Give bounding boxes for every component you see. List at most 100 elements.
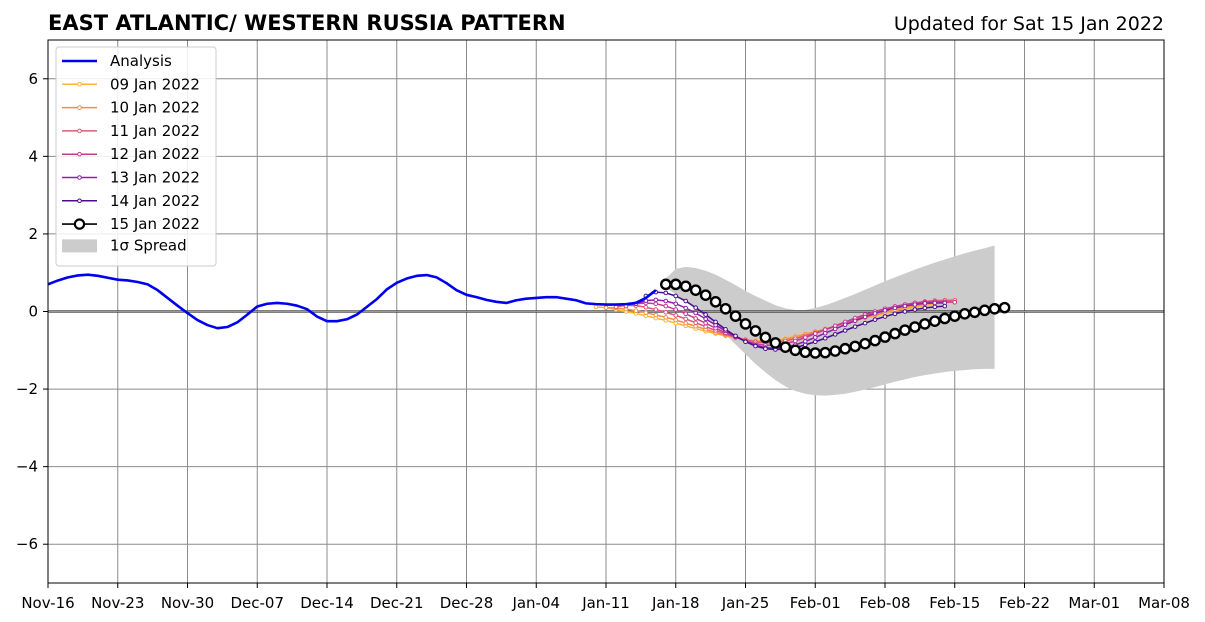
forecast-point xyxy=(812,339,818,345)
forecast-point xyxy=(673,307,679,312)
chart-subtitle: Updated for Sat 15 Jan 2022 xyxy=(894,13,1164,35)
legend-entry: 15 Jan 2022 xyxy=(62,215,200,233)
legend-marker xyxy=(77,105,82,110)
forecast-point xyxy=(872,317,878,322)
forecast-point xyxy=(812,331,818,336)
forecast-point xyxy=(663,303,669,309)
forecast-point xyxy=(882,314,888,319)
forecast-point xyxy=(793,338,798,344)
analysis-series xyxy=(47,273,657,330)
legend-marker xyxy=(73,218,86,230)
forecast-point xyxy=(832,326,838,332)
forecast-point xyxy=(889,327,901,340)
legend: Analysis 09 Jan 2022 10 Jan 2022 11 Jan 202… xyxy=(55,46,217,267)
forecast-series xyxy=(593,278,1011,359)
x-tick-label: Nov-16 xyxy=(21,594,74,612)
forecast-point xyxy=(892,311,898,317)
legend-entry: 10 Jan 2022 xyxy=(62,99,200,117)
forecast-point xyxy=(709,296,722,308)
forecast-point xyxy=(872,311,878,316)
forecast-point xyxy=(929,315,941,327)
chart-title: EAST ATLANTIC/ WESTERN RUSSIA PATTERN xyxy=(48,11,566,35)
x-tick-label: Jan-18 xyxy=(651,594,700,612)
forecast-point xyxy=(633,308,639,314)
forecast-point xyxy=(643,304,649,310)
x-axis: Nov-16 Nov-23 Nov-30 Dec-07 Dec-14 Dec-21 Dec-… xyxy=(21,583,1190,612)
x-tick-label: Feb-01 xyxy=(790,594,841,612)
y-tick-label: 6 xyxy=(28,70,38,88)
spread-area xyxy=(665,245,995,396)
forecast-point xyxy=(978,304,991,317)
forecast-point xyxy=(663,290,669,296)
x-tick-label: Dec-21 xyxy=(370,594,424,612)
forecast-point xyxy=(829,345,841,357)
forecast-point xyxy=(653,312,659,318)
forecast-point xyxy=(862,314,868,320)
y-tick-label: −4 xyxy=(16,458,38,476)
y-tick-label: 2 xyxy=(28,225,38,243)
forecast-point xyxy=(753,343,758,349)
forecast-point xyxy=(909,321,921,333)
forecast-point xyxy=(932,300,938,306)
forecast-point xyxy=(659,278,672,291)
forecast-point xyxy=(988,302,1001,315)
forecast-point xyxy=(919,318,931,330)
forecast-point xyxy=(812,335,818,340)
forecast-point xyxy=(593,304,599,310)
forecast-point xyxy=(673,293,679,299)
forecast-point xyxy=(879,331,891,343)
x-tick-label: Dec-07 xyxy=(230,594,284,612)
forecast-2022-01-17 xyxy=(659,278,1011,359)
forecast-point xyxy=(739,318,752,330)
forecast-point xyxy=(689,284,702,296)
forecast-point xyxy=(713,319,718,325)
forecast-point xyxy=(673,317,679,323)
forecast-point xyxy=(703,312,708,317)
legend-marker xyxy=(77,128,82,134)
y-tick-label: −6 xyxy=(16,535,38,553)
y-axis: −6 −4 −2 0 2 4 6 xyxy=(16,70,48,553)
legend-entry: 09 Jan 2022 xyxy=(62,75,200,93)
y-tick-label: −2 xyxy=(16,380,38,398)
y-tick-label: 0 xyxy=(28,303,38,321)
forecast-point xyxy=(952,299,958,305)
legend-entry: 11 Jan 2022 xyxy=(62,122,200,140)
forecast-point xyxy=(683,298,689,304)
x-tick-label: Mar-01 xyxy=(1068,594,1120,612)
forecast-point xyxy=(683,305,689,311)
analysis-line xyxy=(47,273,657,330)
spread-band xyxy=(665,245,995,396)
forecast-point xyxy=(669,278,682,291)
forecast-point xyxy=(679,280,692,293)
legend-label: 1σ Spread xyxy=(110,236,187,254)
forecast-point xyxy=(763,346,768,352)
legend-spread-swatch xyxy=(62,239,97,253)
legend-entry: 12 Jan 2022 xyxy=(62,145,200,163)
legend-label: 13 Jan 2022 xyxy=(110,169,200,187)
forecast-point xyxy=(902,303,908,309)
forecast-point xyxy=(809,347,822,359)
legend-label: Analysis xyxy=(110,52,172,70)
x-tick-label: Dec-28 xyxy=(440,594,494,612)
forecast-point xyxy=(653,301,659,307)
forecast-point xyxy=(603,305,609,310)
forecast-point xyxy=(653,307,659,312)
forecast-point xyxy=(683,320,689,326)
forecast-point xyxy=(799,346,812,359)
legend-label: 14 Jan 2022 xyxy=(110,192,200,210)
x-tick-label: Feb-22 xyxy=(999,594,1050,612)
legend-marker xyxy=(77,198,82,204)
forecast-point xyxy=(802,335,808,340)
forecast-point xyxy=(683,316,689,322)
forecast-line xyxy=(625,301,955,346)
y-tick-label: 4 xyxy=(28,147,38,165)
legend-marker xyxy=(77,82,82,87)
x-tick-label: Dec-14 xyxy=(300,594,354,612)
x-tick-label: Mar-08 xyxy=(1138,594,1190,612)
forecast-point xyxy=(822,335,828,341)
forecast-point xyxy=(832,332,838,337)
forecast-point xyxy=(892,305,898,311)
legend-entry: Analysis xyxy=(62,52,172,70)
forecast-point xyxy=(819,346,832,359)
